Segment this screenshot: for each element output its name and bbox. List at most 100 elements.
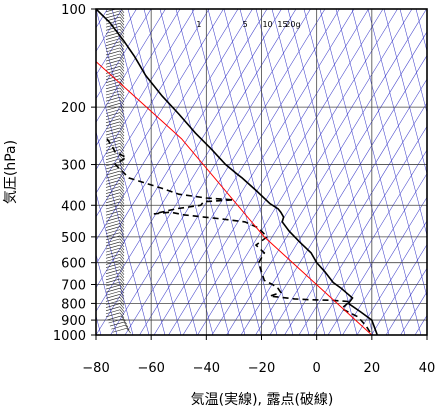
adiabat-line <box>110 9 311 335</box>
wind-barb-flag <box>119 146 125 152</box>
x-tick-label: −20 <box>248 361 275 376</box>
wind-barb <box>105 266 121 271</box>
wind-barb <box>105 130 121 136</box>
wind-barb-flag <box>119 278 125 285</box>
wind-barb <box>105 173 121 179</box>
wind-barb-flag <box>119 217 125 223</box>
wind-barb <box>105 201 121 207</box>
wind-barb <box>105 309 121 315</box>
wind-barb-flag <box>119 72 125 78</box>
mixing-ratio-line <box>159 9 246 335</box>
adiabat-line <box>226 9 427 335</box>
wind-barb-flag <box>119 103 125 109</box>
wind-barb <box>105 210 121 216</box>
wind-barb-flag <box>119 109 125 115</box>
wind-barb-flag <box>119 140 125 146</box>
wind-barb <box>105 260 121 265</box>
wind-barb <box>105 93 121 99</box>
wind-barb-flag <box>119 170 125 177</box>
wind-barb <box>105 297 121 302</box>
wind-barb-flag <box>119 75 125 81</box>
wind-barb <box>105 29 121 34</box>
wind-barb-flag <box>119 210 125 217</box>
wind-barb <box>105 229 121 234</box>
wind-barb-flag <box>119 287 125 294</box>
wind-barb <box>105 109 121 114</box>
mixing-ratio-line <box>367 9 427 237</box>
wind-barb-flag <box>119 235 125 241</box>
wind-barb <box>105 306 121 311</box>
y-tick-label: 600 <box>61 257 86 272</box>
wind-barb-flag <box>119 177 125 183</box>
mixing-ratio-line <box>223 9 310 335</box>
wind-barb-flag <box>119 226 125 232</box>
wind-barb <box>105 189 121 194</box>
mixing-ratio-line <box>96 314 102 335</box>
wind-barb-flag <box>119 158 125 164</box>
wind-barb <box>105 263 121 268</box>
wind-barb <box>105 87 121 93</box>
wind-barb-flag <box>119 78 125 84</box>
wind-barb <box>105 133 121 139</box>
wind-barb <box>105 112 121 117</box>
wind-barb <box>105 19 121 25</box>
mixing-ratio-label: 20g <box>285 20 300 29</box>
adiabat-line <box>96 9 181 147</box>
wind-barb <box>105 13 121 19</box>
wind-barb <box>105 213 121 219</box>
wind-barb <box>105 99 121 105</box>
wind-barb-flag <box>119 121 125 127</box>
wind-barb-flag <box>119 115 125 121</box>
wind-barb-flag <box>119 186 125 192</box>
wind-barb <box>105 143 121 148</box>
wind-barb <box>105 290 121 296</box>
wind-barb <box>105 167 121 173</box>
wind-barb-flag <box>125 324 130 331</box>
wind-barb-flag <box>119 214 125 220</box>
wind-barb-flag <box>119 106 125 112</box>
dewpoint-line <box>106 138 373 335</box>
wind-barb-flag <box>119 44 125 50</box>
y-tick-label: 400 <box>61 199 86 214</box>
wind-barb-flag <box>119 173 125 180</box>
wind-barb-flag <box>119 183 125 189</box>
wind-barb <box>105 204 121 210</box>
wind-barb-flag <box>119 23 125 29</box>
wind-barb-flag <box>119 291 125 297</box>
wind-barb <box>105 183 121 188</box>
wind-barb-flag <box>119 275 125 282</box>
wind-barb <box>105 195 121 201</box>
wind-barb <box>105 106 121 111</box>
wind-barb-flag <box>119 56 125 63</box>
wind-barb <box>105 26 121 31</box>
mixing-ratio-line <box>319 9 406 335</box>
wind-barb <box>105 180 121 185</box>
wind-barb <box>105 158 121 164</box>
wind-barb-flag <box>119 47 125 54</box>
series-layer <box>96 9 379 335</box>
wind-barb-flag <box>119 220 125 226</box>
wind-barb-flag <box>119 63 125 69</box>
mixing-ratio-line <box>111 9 198 335</box>
wind-barb <box>105 121 121 127</box>
wind-barb <box>105 269 121 274</box>
wind-barb-flag <box>119 143 125 149</box>
wind-barb <box>105 115 121 120</box>
temperature-line <box>96 9 379 335</box>
wind-barb <box>105 192 121 197</box>
wind-barb <box>105 247 121 253</box>
wind-barb-flag <box>119 254 125 260</box>
x-axis-label: 気温(実線), 露点(破線) <box>191 392 334 408</box>
adiabat-line <box>124 9 326 335</box>
x-tick-label: 40 <box>419 361 436 376</box>
adiabat-line <box>96 9 210 194</box>
adiabat-line <box>96 9 297 335</box>
y-tick-label: 1000 <box>53 329 86 344</box>
wind-barb-flag <box>119 133 125 140</box>
wind-barb <box>105 90 121 96</box>
wind-barb <box>105 62 121 68</box>
wind-barb <box>108 318 123 324</box>
mixing-ratio-line <box>303 9 390 335</box>
wind-barb-flag <box>119 281 125 288</box>
